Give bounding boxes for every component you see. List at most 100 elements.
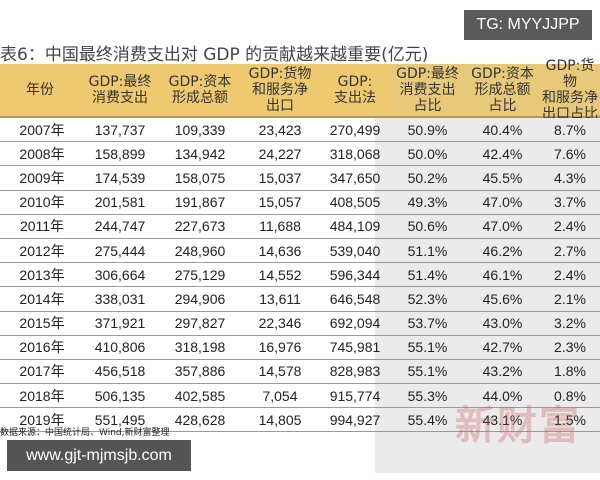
table-row: 2013年 306,664 275,129 14,552 596,344 51.4% 46.… — [0, 263, 600, 288]
table-cell: 14,578 — [258, 363, 302, 380]
table-cell: 2.4% — [554, 266, 586, 283]
table-cell: 2011年 — [19, 218, 65, 235]
table-cell: 1.8% — [554, 363, 586, 380]
table-header: 年份 GDP:最终 消费支出 GDP:资本 形成总额 GDP:货物 和服务净 出… — [0, 58, 600, 122]
table-cell: 53.7% — [407, 315, 448, 332]
table-cell: 46.2% — [482, 242, 523, 259]
table-cell: 2013年 — [19, 266, 65, 283]
table-cell: 2016年 — [19, 339, 65, 356]
table-cell: 47.0% — [482, 194, 523, 211]
table-cell: 227,673 — [174, 218, 226, 235]
table-cell: 15,057 — [258, 194, 302, 211]
table-cell: 8.7% — [554, 121, 586, 138]
table-cell: 42.4% — [482, 145, 523, 162]
table-cell: 50.2% — [407, 169, 448, 186]
table-cell: 2018年 — [19, 387, 65, 404]
table-cell: 2017年 — [19, 363, 65, 380]
header-net-export-share: GDP:货物 和服务净 出口占比 — [540, 58, 600, 122]
table-cell: 3.7% — [554, 194, 586, 211]
table-cell: 174,539 — [94, 169, 146, 186]
table-cell: 2008年 — [19, 145, 65, 162]
table-cell: 14,805 — [258, 411, 302, 428]
table-cell: 402,585 — [174, 387, 226, 404]
table-cell: 201,581 — [94, 194, 146, 211]
table-cell: 2014年 — [19, 290, 65, 307]
table-cell: 2019年 — [19, 411, 65, 428]
table-cell: 2012年 — [19, 242, 65, 259]
header-year: 年份 — [26, 82, 54, 98]
table-cell: 109,339 — [174, 121, 226, 138]
table-cell: 244,747 — [94, 218, 146, 235]
table-cell: 506,135 — [94, 387, 146, 404]
header-consumption: GDP:最终 消费支出 — [88, 74, 152, 106]
table-cell: 24,227 — [258, 145, 302, 162]
table-cell: 47.0% — [482, 218, 523, 235]
table-cell: 275,129 — [174, 266, 226, 283]
table-cell: 275,444 — [94, 242, 146, 259]
table-row: 2017年 456,518 357,886 14,578 828,983 55.1% 43.… — [0, 360, 600, 385]
table-cell: 55.1% — [407, 363, 448, 380]
table-cell: 43.2% — [482, 363, 523, 380]
table-title: 表6：中国最终消费支出对 GDP 的贡献越来越重要(亿元) — [0, 45, 429, 65]
table-row: 2014年 338,031 294,906 13,611 646,548 52.3% 45.… — [0, 287, 600, 312]
table-cell: 7,054 — [262, 387, 298, 404]
table-cell: 137,737 — [94, 121, 146, 138]
table-cell: 539,040 — [329, 242, 381, 259]
table-cell: 297,827 — [174, 315, 226, 332]
table-cell: 55.3% — [407, 387, 448, 404]
source-note: 数据来源：中国统计局、Wind,新财富整理 — [0, 428, 170, 438]
table-cell: 408,505 — [329, 194, 381, 211]
table-cell: 347,650 — [329, 169, 381, 186]
table-cell: 2.7% — [554, 242, 586, 259]
header-capital-share: GDP:资本 形成总额 占比 — [465, 64, 540, 116]
table-row: 2007年 137,737 109,339 23,423 270,499 50.9% 40.… — [0, 118, 600, 143]
url-watermark: www.gjt-mjmsjb.com — [7, 440, 191, 471]
table-cell: 2007年 — [19, 121, 65, 138]
table-cell: 357,886 — [174, 363, 226, 380]
table-row: 2009年 174,539 158,075 15,037 347,650 50.2% 45.… — [0, 166, 600, 191]
table-cell: 338,031 — [94, 290, 146, 307]
table-cell: 134,942 — [174, 145, 226, 162]
table-cell: 270,499 — [329, 121, 381, 138]
header-net-export: GDP:货物 和服务净 出口 — [248, 66, 312, 114]
table-cell: 51.4% — [407, 266, 448, 283]
table-cell: 51.1% — [407, 242, 448, 259]
table-cell: 55.4% — [407, 411, 448, 428]
table-cell: 828,983 — [329, 363, 381, 380]
table-cell: 46.1% — [482, 266, 523, 283]
table-cell: 43.0% — [482, 315, 523, 332]
table-cell: 50.6% — [407, 218, 448, 235]
table-cell: 2.4% — [554, 218, 586, 235]
share-columns-shade — [375, 118, 600, 473]
table-cell: 1.5% — [554, 411, 586, 428]
table-cell: 45.6% — [482, 290, 523, 307]
table-cell: 42.7% — [482, 339, 523, 356]
table-cell: 49.3% — [407, 194, 448, 211]
table-cell: 0.8% — [554, 387, 586, 404]
table-cell: 50.0% — [407, 145, 448, 162]
table-cell: 16,976 — [258, 339, 302, 356]
table-cell: 13,611 — [259, 290, 301, 307]
table-row: 2016年 410,806 318,198 16,976 745,981 55.1% 42.… — [0, 336, 600, 360]
table-cell: 596,344 — [329, 266, 381, 283]
table-cell: 43.1% — [482, 411, 523, 428]
table-cell: 7.6% — [554, 145, 586, 162]
table-row: 2008年 158,899 134,942 24,227 318,068 50.0% 42.… — [0, 142, 600, 167]
table-row: 2010年 201,581 191,867 15,057 408,505 49.3% 47.… — [0, 191, 600, 215]
table-row: 2011年 244,747 227,673 11,688 484,109 50.6% 47.… — [0, 215, 600, 239]
table-cell: 14,552 — [258, 266, 302, 283]
table-cell: 2.3% — [554, 339, 586, 356]
table-cell: 191,867 — [174, 194, 226, 211]
table-cell: 22,346 — [258, 315, 302, 332]
table-cell: 456,518 — [94, 363, 146, 380]
header-consumption-share: GDP:最终 消费支出 占比 — [390, 64, 465, 116]
table-cell: 50.9% — [407, 121, 448, 138]
table-cell: 158,075 — [174, 169, 226, 186]
table-cell: 44.0% — [482, 387, 523, 404]
table-cell: 2.1% — [554, 290, 586, 307]
table-cell: 551,495 — [94, 411, 146, 428]
table-row: 2019年 551,495 428,628 14,805 994,927 55.4% 43.… — [0, 408, 600, 433]
table-cell: 994,927 — [329, 411, 381, 428]
table-cell: 2010年 — [19, 194, 65, 211]
table-cell: 318,068 — [329, 145, 381, 162]
